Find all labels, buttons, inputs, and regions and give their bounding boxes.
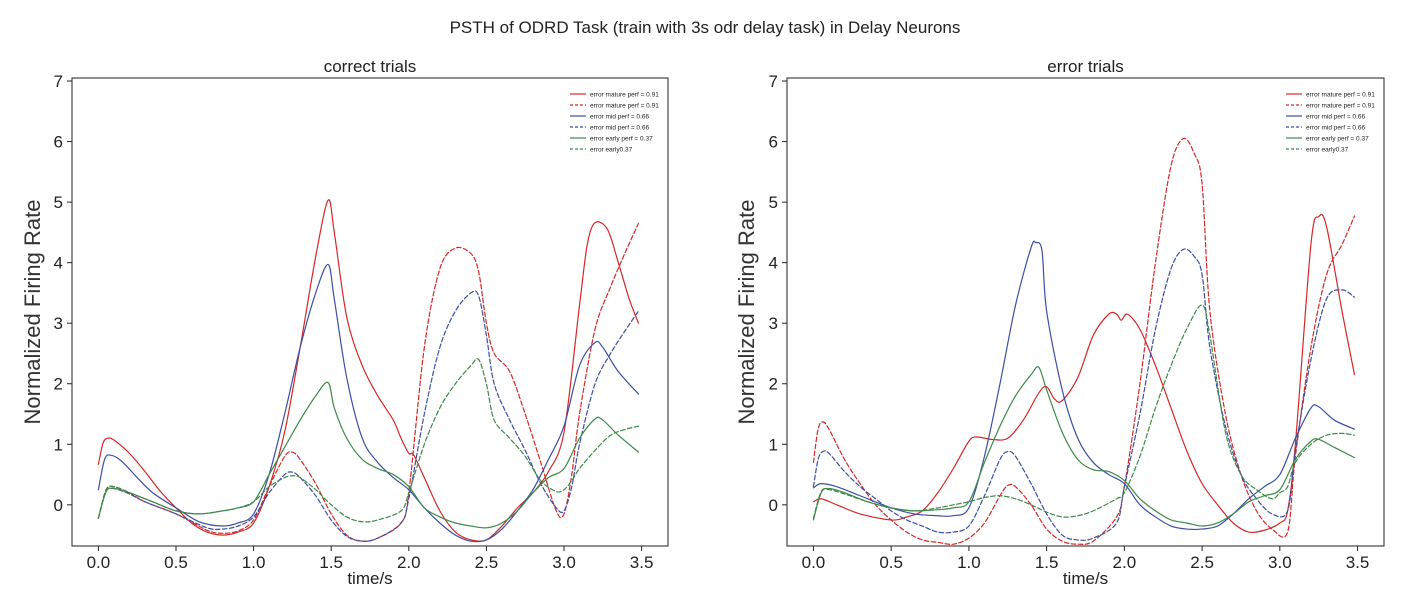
x-tick-label: 0.5	[879, 553, 903, 572]
y-tick-label: 6	[769, 133, 778, 152]
series-line-5	[97, 358, 640, 523]
x-tick-label: 2.0	[1113, 553, 1137, 572]
axes-frame	[786, 77, 1385, 547]
y-tick-label: 4	[54, 254, 63, 273]
legend: error mature perf = 0.91 error mature per…	[1286, 91, 1375, 153]
legend-label: error mature perf = 0.91	[1306, 91, 1375, 98]
x-axis-label: time/s	[1063, 569, 1108, 588]
series-group	[812, 137, 1356, 545]
y-tick-label: 1	[54, 435, 63, 454]
legend-label: error early perf = 0.37	[590, 135, 653, 142]
x-tick-label: 2.5	[1190, 553, 1214, 572]
x-tick-label: 0.0	[87, 553, 111, 572]
axes-frame	[71, 77, 669, 547]
y-tick-label: 3	[769, 314, 778, 333]
series-line-0	[812, 213, 1356, 534]
x-axis-label: time/s	[347, 569, 392, 588]
y-tick-label: 0	[769, 496, 778, 515]
series-line-1	[812, 137, 1356, 545]
legend-label: error mid perf = 0.66	[1306, 124, 1365, 131]
y-tick-label: 0	[54, 496, 63, 515]
figure-title: PSTH of ODRD Task (train with 3s odr del…	[449, 18, 961, 37]
y-tick-label: 2	[769, 375, 778, 394]
x-tick-label: 0.5	[164, 553, 188, 572]
x-tick-label: 3.0	[552, 553, 576, 572]
series-line-3	[812, 248, 1356, 541]
series-line-5	[812, 304, 1356, 519]
y-axis-label: Normalized Firing Rate	[20, 200, 45, 425]
y-axis-label: Normalized Firing Rate	[734, 200, 759, 425]
y-tick-label: 6	[54, 133, 63, 152]
chart-title: correct trials	[324, 57, 417, 76]
y-tick-label: 7	[769, 72, 778, 91]
x-tick-label: 3.5	[1346, 553, 1370, 572]
series-line-3	[97, 290, 640, 542]
y-tick-label: 7	[54, 72, 63, 91]
x-tick-label: 1.5	[319, 553, 343, 572]
series-line-4	[812, 366, 1356, 527]
legend-label: error mid perf = 0.66	[1306, 113, 1365, 120]
x-tick-label: 1.0	[957, 553, 981, 572]
x-tick-label: 2.0	[397, 553, 421, 572]
series-line-2	[97, 263, 640, 543]
x-tick-label: 3.5	[630, 553, 654, 572]
legend-label: error mature perf = 0.91	[590, 91, 659, 98]
legend-label: error early perf = 0.37	[1306, 135, 1369, 142]
y-tick-label: 4	[769, 254, 778, 273]
x-tick-label: 1.5	[1035, 553, 1059, 572]
x-tick-label: 3.0	[1268, 553, 1292, 572]
legend-label: error mid perf = 0.66	[590, 124, 649, 131]
chart-title: error trials	[1047, 57, 1124, 76]
x-tick-label: 0.0	[802, 553, 826, 572]
legend-label: error early0.37	[1306, 146, 1349, 153]
y-tick-label: 2	[54, 375, 63, 394]
legend-label: error mature perf = 0.91	[1306, 102, 1375, 109]
series-line-2	[812, 240, 1356, 531]
x-tick-label: 2.5	[475, 553, 499, 572]
legend: error mature perf = 0.91 error mature per…	[570, 91, 659, 153]
series-group	[97, 199, 640, 543]
legend-label: error mature perf = 0.91	[590, 102, 659, 109]
y-tick-label: 5	[54, 193, 63, 212]
y-tick-label: 3	[54, 314, 63, 333]
y-tick-label: 5	[769, 193, 778, 212]
x-tick-label: 1.0	[242, 553, 266, 572]
legend-label: error early0.37	[590, 146, 633, 153]
legend-label: error mid perf = 0.66	[590, 113, 649, 120]
y-tick-label: 1	[769, 435, 778, 454]
